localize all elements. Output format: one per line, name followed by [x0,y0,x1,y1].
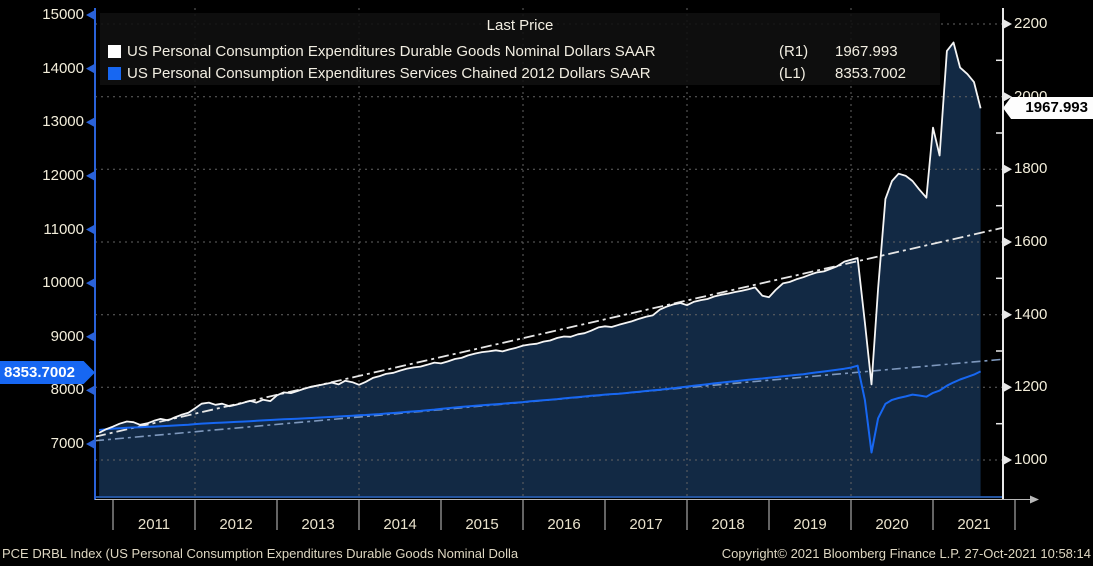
legend-series-scale: (L1) [779,64,806,82]
right-tick-arrow-icon [1003,19,1012,29]
legend-series-scale: (R1) [779,42,809,60]
x-axis-arrow-icon [1030,495,1039,504]
y-axis-left-tick-label: 15000 [42,6,84,23]
y-axis-right-tick-label: 1400 [1014,305,1048,323]
y-axis-left-tick-label: 7000 [50,435,84,452]
x-axis-year-label: 2018 [711,516,745,533]
y-axis-right-tick-label: 1600 [1014,233,1048,250]
x-axis-year-label: 2015 [465,516,499,533]
left-tick-arrow-icon [86,224,95,235]
y-axis-right-tick-label: 1800 [1014,160,1048,178]
right-tick-arrow-icon [1003,164,1012,175]
legend-title: Last Price [486,17,554,34]
left-tick-arrow-icon [86,170,95,181]
legend-row-services[interactable]: US Personal Consumption Expenditures Ser… [108,63,934,83]
services-line [99,364,982,454]
left-tick-arrow-icon [86,278,95,289]
left-tick-arrow-icon [86,117,95,128]
left-tick-arrow-icon [86,385,95,396]
durables-series-swatch-icon [108,44,121,58]
right-tick-arrow-icon [1003,309,1012,320]
x-axis-year-label: 2019 [793,516,827,533]
y-axis-right-tick-label: 1000 [1014,451,1048,468]
x-axis-year-label: 2021 [957,516,991,533]
y-axis-left-tick-label: 10000 [42,274,84,292]
footer-copyright-text: Copyright© 2021 Bloomberg Finance L.P. 2… [721,546,1091,561]
x-axis-year-label: 2014 [383,516,417,533]
y-axis-right-tick-label: 1200 [1014,378,1048,396]
right-tick-arrow-icon [1003,382,1012,393]
legend-series-value: 1967.993 [835,42,898,60]
y-axis-left-tick-label: 8000 [50,381,84,399]
footer-ticker-text: PCE DRBL Index (US Personal Consumption … [2,546,519,561]
durables-area-fill [99,42,981,497]
left-tick-arrow-icon [86,63,95,74]
left-tick-arrow-icon [86,10,95,20]
legend-series-value: 8353.7002 [835,64,906,82]
x-axis-year-label: 2013 [301,516,335,533]
left-tick-arrow-icon [86,439,95,449]
y-axis-left-tick-label: 12000 [42,166,84,184]
x-axis-year-label: 2017 [629,516,663,533]
y-axis-left-tick-label: 11000 [43,220,84,238]
x-axis-year-label: 2012 [219,516,253,533]
legend-series-label: US Personal Consumption Expenditures Ser… [127,64,651,82]
y-axis-left-tick-label: 9000 [50,327,84,345]
left-tick-arrow-icon [86,331,95,342]
x-axis-year-label: 2016 [547,516,581,533]
footer-bar: PCE DRBL Index (US Personal Consumption … [0,546,1093,566]
services-series-swatch-icon [108,66,121,80]
durables-line [98,41,982,434]
right-tick-arrow-icon [1003,237,1012,247]
services-last-price-flag: 8353.7002 [0,361,95,384]
x-axis-year-label: 2011 [137,516,171,533]
x-axis-year-label: 2020 [875,516,909,533]
legend-row-durable-goods[interactable]: US Personal Consumption Expenditures Dur… [108,41,934,61]
legend-series-label: US Personal Consumption Expenditures Dur… [127,42,656,60]
y-axis-right-tick-label: 2200 [1014,15,1048,32]
y-axis-left-tick-label: 14000 [42,59,84,77]
right-tick-arrow-icon [1003,455,1012,465]
legend-panel: Last Price US Personal Consumption Expen… [100,13,940,85]
y-axis-left-tick-label: 13000 [42,113,84,131]
durables-last-price-flag: 1967.993 [1003,97,1093,119]
right-tick-arrow-icon [1003,91,1012,102]
